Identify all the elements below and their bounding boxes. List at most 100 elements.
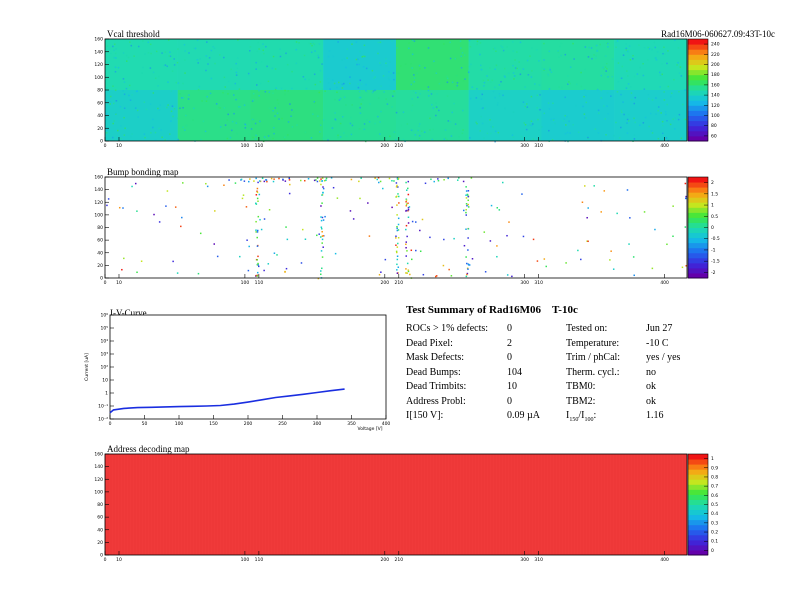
palette-swatch xyxy=(688,474,708,480)
summary-right-value: ok xyxy=(646,395,656,407)
dead-bump xyxy=(256,259,259,261)
dead-bump xyxy=(257,181,259,184)
palette-swatch xyxy=(688,232,708,239)
dead-bump xyxy=(321,256,324,258)
noise-pixel xyxy=(114,66,117,69)
x-tick-label: 100 xyxy=(241,557,250,563)
noise-pixel xyxy=(113,49,115,52)
dead-bump xyxy=(320,178,322,180)
noise-pixel xyxy=(584,117,586,119)
palette-tick-label: 0.4 xyxy=(711,511,718,517)
noise-pixel xyxy=(192,119,194,121)
noise-pixel xyxy=(123,134,126,136)
dead-bump xyxy=(165,205,167,207)
noise-pixel xyxy=(432,107,435,109)
noise-pixel xyxy=(285,52,287,55)
noise-pixel xyxy=(222,91,224,94)
noise-pixel xyxy=(411,67,413,69)
dead-bump xyxy=(396,258,399,261)
dead-bump xyxy=(405,241,408,243)
y-tick-label: 160 xyxy=(94,452,103,458)
noise-pixel xyxy=(479,64,482,67)
dead-bump xyxy=(255,194,258,196)
y-tick-label: 80 xyxy=(97,88,103,94)
dead-bump xyxy=(246,239,248,241)
palette-swatch xyxy=(688,464,708,470)
dead-bump xyxy=(255,203,258,205)
dead-bump xyxy=(181,216,183,219)
noise-pixel xyxy=(476,43,478,46)
palette-swatch xyxy=(688,217,708,223)
dead-bump xyxy=(379,180,382,183)
noise-pixel xyxy=(482,107,484,109)
y-tick-label: 100 xyxy=(94,489,103,495)
noise-pixel xyxy=(223,107,226,109)
noise-pixel xyxy=(456,82,459,84)
dead-bump xyxy=(415,249,417,252)
noise-pixel xyxy=(513,75,516,77)
noise-pixel xyxy=(237,39,239,41)
dead-bump xyxy=(368,235,371,237)
noise-pixel xyxy=(363,128,366,131)
palette-swatch xyxy=(688,49,708,55)
dead-bump xyxy=(501,181,504,184)
noise-pixel xyxy=(258,89,260,92)
noise-pixel xyxy=(636,73,639,75)
noise-pixel xyxy=(564,53,567,56)
noise-pixel xyxy=(512,111,515,113)
dead-bump xyxy=(288,192,291,195)
dead-bump xyxy=(136,210,138,212)
dead-bump xyxy=(406,272,408,274)
iv-y-tick-label: 10⁶ xyxy=(100,313,108,319)
dead-bump xyxy=(397,242,399,245)
dead-bump xyxy=(350,178,353,181)
dead-bump xyxy=(405,203,408,205)
palette-tick-label: 60 xyxy=(711,133,717,139)
dead-bump xyxy=(407,269,410,271)
dead-bump xyxy=(395,250,398,253)
noise-pixel xyxy=(620,111,623,114)
y-tick-label: 120 xyxy=(94,200,103,206)
noise-pixel xyxy=(332,55,335,58)
summary-right-value: 1.16 xyxy=(646,410,664,421)
iv-y-axis-label: Current [uA] xyxy=(84,353,90,381)
noise-pixel xyxy=(416,72,418,75)
noise-pixel xyxy=(602,105,605,107)
noise-pixel xyxy=(361,56,364,58)
dead-bump xyxy=(450,275,453,277)
dead-bump xyxy=(397,266,400,268)
noise-pixel xyxy=(319,132,321,135)
noise-pixel xyxy=(600,74,603,77)
noise-pixel xyxy=(520,135,523,138)
noise-pixel xyxy=(122,52,125,54)
noise-pixel xyxy=(634,96,637,99)
dead-bump xyxy=(259,218,261,221)
noise-pixel xyxy=(596,88,599,91)
noise-pixel xyxy=(387,76,390,79)
dead-bump xyxy=(396,184,398,187)
noise-pixel xyxy=(408,47,410,50)
noise-pixel xyxy=(247,72,250,75)
noise-pixel xyxy=(332,79,334,81)
noise-pixel xyxy=(218,106,220,109)
y-tick-label: 20 xyxy=(97,126,103,132)
noise-pixel xyxy=(319,131,321,133)
dead-bump xyxy=(396,269,398,271)
y-tick-label: 60 xyxy=(97,100,103,106)
palette-tick-label: 0.5 xyxy=(711,502,718,508)
noise-pixel xyxy=(230,68,232,71)
dead-bump xyxy=(352,218,355,220)
dead-bump xyxy=(672,205,674,207)
noise-pixel xyxy=(532,138,535,140)
palette-swatch xyxy=(688,90,708,96)
noise-pixel xyxy=(415,39,418,42)
dead-bump xyxy=(258,193,261,196)
dead-bump xyxy=(407,208,410,211)
dead-bump xyxy=(407,180,410,183)
noise-pixel xyxy=(454,123,457,125)
noise-pixel xyxy=(126,60,128,62)
noise-pixel xyxy=(284,93,286,96)
noise-pixel xyxy=(252,99,255,101)
noise-pixel xyxy=(656,51,659,53)
noise-pixel xyxy=(396,47,398,49)
